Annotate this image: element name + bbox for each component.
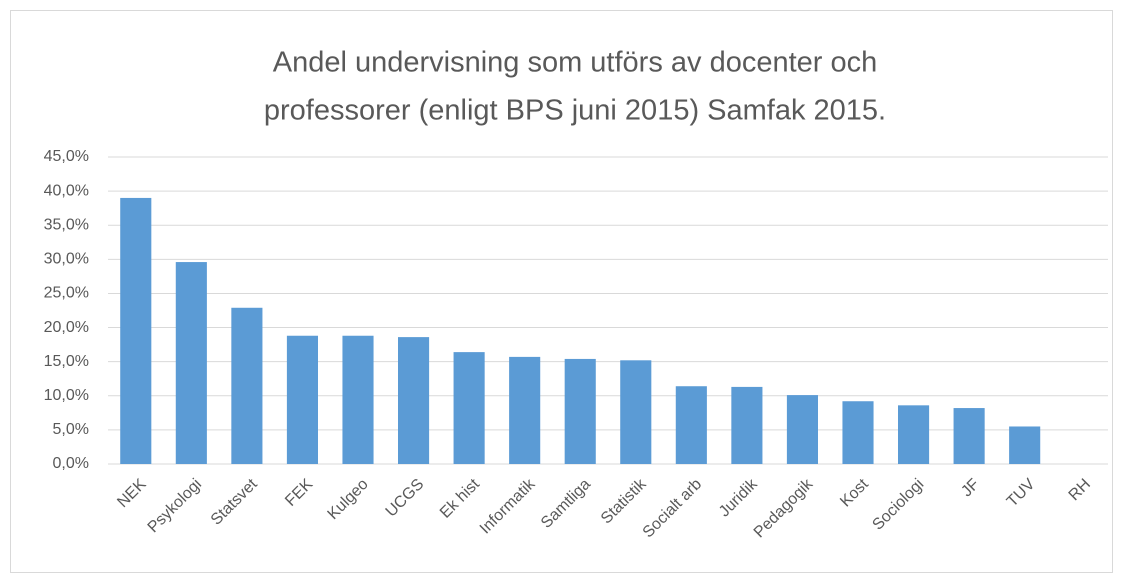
y-tick-label: 0,0%	[53, 455, 89, 472]
bar	[175, 262, 207, 464]
bar	[675, 386, 707, 464]
bar	[342, 335, 374, 464]
chart-title-line: professorer (enligt BPS juni 2015) Samfa…	[264, 95, 886, 127]
bar	[120, 197, 152, 464]
bar	[1009, 426, 1041, 464]
bar	[898, 405, 930, 464]
y-tick-label: 40,0%	[44, 182, 89, 199]
bar	[231, 307, 263, 464]
y-tick-label: 35,0%	[44, 216, 89, 233]
y-tick-label: 30,0%	[44, 251, 89, 268]
bar	[453, 352, 485, 464]
bar	[564, 358, 596, 464]
bar	[731, 386, 763, 464]
bar	[953, 408, 985, 464]
y-tick-label: 25,0%	[44, 285, 89, 302]
y-tick-label: 10,0%	[44, 387, 89, 404]
bar	[509, 356, 541, 464]
bar	[786, 395, 818, 464]
y-tick-label: 15,0%	[44, 353, 89, 370]
bar	[620, 360, 652, 464]
bar	[286, 335, 318, 464]
y-tick-label: 20,0%	[44, 319, 89, 336]
bar	[842, 401, 874, 464]
chart-title-line: Andel undervisning som utförs av docente…	[273, 47, 878, 79]
y-tick-label: 5,0%	[53, 421, 89, 438]
bar	[398, 337, 430, 464]
y-tick-label: 45,0%	[44, 148, 89, 165]
